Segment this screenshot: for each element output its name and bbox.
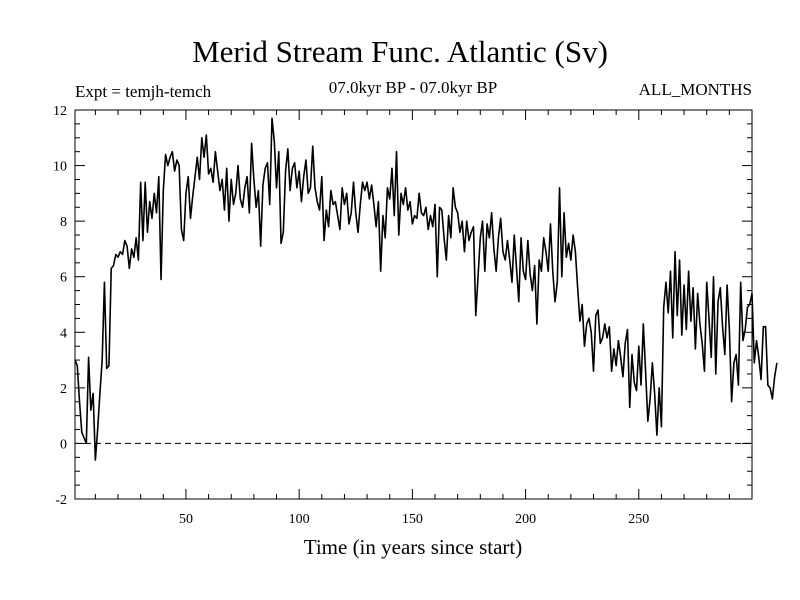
x-tick-label: 150 [402, 512, 423, 527]
y-tick-label: 8 [60, 215, 67, 230]
period-label: 07.0kyr BP - 07.0kyr BP [328, 78, 498, 97]
plot-frame [74, 109, 753, 500]
x-tick-label: 100 [289, 512, 310, 527]
x-axis-label: Time (in years since start) [303, 535, 523, 559]
y-tick-label: 4 [60, 326, 67, 341]
series-line-temjh-temch [74, 117, 778, 461]
months-label: ALL_MONTHS [638, 80, 752, 99]
x-tick-label: 50 [179, 512, 193, 527]
y-tick-label: 6 [60, 271, 67, 286]
experiment-label: Expt = temjh-temch [75, 82, 212, 101]
y-tick-label: 0 [60, 437, 67, 452]
chart-title: Merid Stream Func. Atlantic (Sv) [192, 34, 608, 69]
x-tick-label: 250 [628, 512, 649, 527]
y-tick-label: 2 [60, 382, 67, 397]
y-tick-label: -2 [55, 493, 67, 508]
y-tick-label: 12 [53, 104, 67, 119]
y-tick-label: 10 [53, 160, 67, 175]
x-tick-label: 200 [515, 512, 536, 527]
